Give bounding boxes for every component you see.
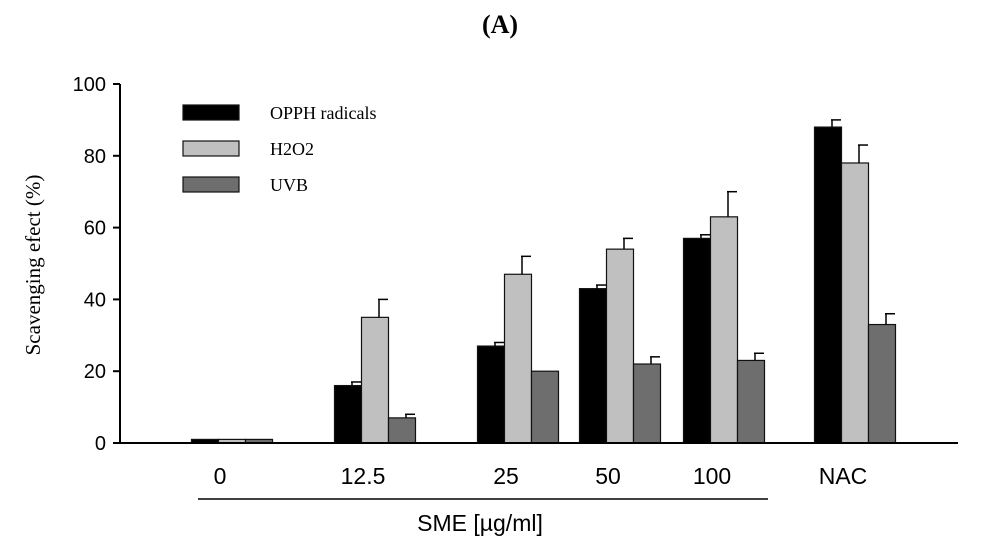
y-axis-label: Scavenging efect (%) bbox=[21, 175, 45, 356]
legend-swatch bbox=[182, 104, 240, 121]
legend-label: H2O2 bbox=[270, 139, 314, 159]
error-bars bbox=[351, 119, 895, 418]
y-tick-label: 60 bbox=[84, 218, 106, 240]
bar-series bbox=[190, 126, 897, 444]
bar bbox=[578, 288, 608, 444]
bar bbox=[709, 216, 739, 444]
legend-label: UVB bbox=[270, 175, 308, 195]
x-tick-label: 0 bbox=[214, 463, 227, 489]
legend: OPPH radicals H2O2 UVB bbox=[182, 103, 377, 195]
legend-swatch bbox=[182, 140, 240, 157]
legend-swatch bbox=[182, 176, 240, 193]
x-tick-label: 12.5 bbox=[341, 463, 386, 489]
legend-label: OPPH radicals bbox=[270, 103, 377, 123]
bar bbox=[476, 345, 506, 444]
x-axis-tick-labels: 0 12.5 25 50 100 NAC bbox=[214, 463, 868, 489]
panel-label: (A) bbox=[482, 10, 518, 39]
y-tick-label: 100 bbox=[73, 74, 106, 96]
bar bbox=[813, 126, 843, 444]
bar bbox=[333, 384, 363, 444]
bar bbox=[736, 359, 766, 444]
bar bbox=[840, 162, 870, 444]
bar bbox=[632, 363, 662, 444]
x-tick-label: 100 bbox=[693, 463, 731, 489]
bar bbox=[682, 237, 712, 444]
y-tick-label: 0 bbox=[95, 433, 106, 455]
bar bbox=[503, 273, 533, 444]
bar bbox=[387, 417, 417, 444]
bar bbox=[360, 316, 390, 444]
x-axis-label: SME [µg/ml] bbox=[417, 510, 543, 536]
y-tick-label: 40 bbox=[84, 289, 106, 311]
y-tick-label: 80 bbox=[84, 146, 106, 168]
y-axis-ticks: 0 20 40 60 80 100 bbox=[73, 74, 120, 455]
bar bbox=[605, 248, 635, 444]
x-tick-label: 50 bbox=[595, 463, 621, 489]
bar bbox=[867, 323, 897, 444]
x-tick-label: 25 bbox=[493, 463, 519, 489]
x-tick-label: NAC bbox=[819, 463, 868, 489]
bar bbox=[530, 370, 560, 444]
y-tick-label: 20 bbox=[84, 361, 106, 383]
